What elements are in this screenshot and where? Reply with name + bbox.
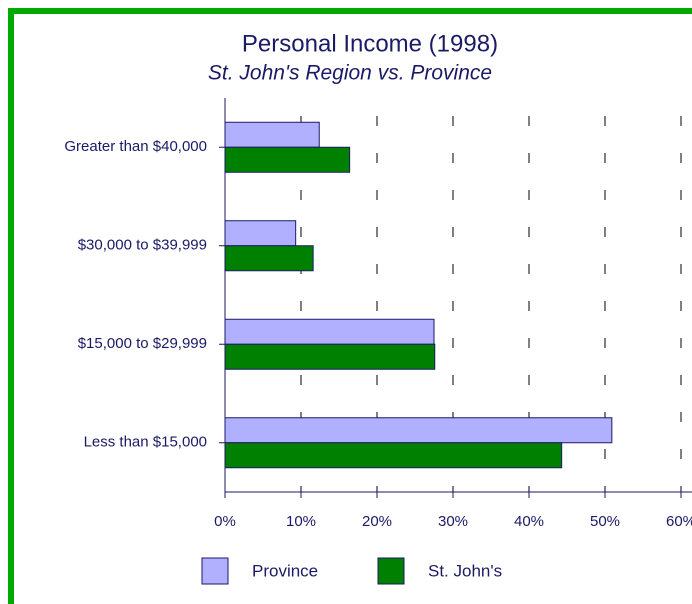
- legend-swatch: [377, 557, 405, 585]
- chart-subtitle: St. John's Region vs. Province: [208, 62, 492, 85]
- bar: [224, 245, 314, 272]
- legend-label: Province: [252, 561, 318, 580]
- bar: [224, 442, 563, 469]
- bar: [224, 220, 297, 247]
- x-tick-label: 50%: [590, 513, 620, 530]
- x-tick-label: 30%: [438, 513, 468, 530]
- frame-left: [8, 8, 14, 604]
- bar: [224, 417, 613, 444]
- legend-label: St. John's: [428, 561, 502, 580]
- legend-swatch: [201, 557, 229, 585]
- x-tick-label: 40%: [514, 513, 544, 530]
- y-tick-label: Greater than $40,000: [64, 138, 207, 155]
- x-tick-label: 60%: [666, 513, 692, 530]
- x-tick-label: 10%: [286, 513, 316, 530]
- y-tick-label: $30,000 to $39,999: [78, 237, 207, 254]
- bar: [224, 121, 320, 148]
- bar: [224, 318, 435, 345]
- bar: [224, 343, 436, 370]
- chart-title: Personal Income (1998): [242, 30, 498, 57]
- x-tick-label: 0%: [214, 513, 236, 530]
- x-tick-label: 20%: [362, 513, 392, 530]
- bar: [224, 146, 351, 173]
- y-tick-label: $15,000 to $29,999: [78, 335, 207, 352]
- y-tick-label: Less than $15,000: [84, 434, 207, 451]
- frame-top: [8, 8, 692, 14]
